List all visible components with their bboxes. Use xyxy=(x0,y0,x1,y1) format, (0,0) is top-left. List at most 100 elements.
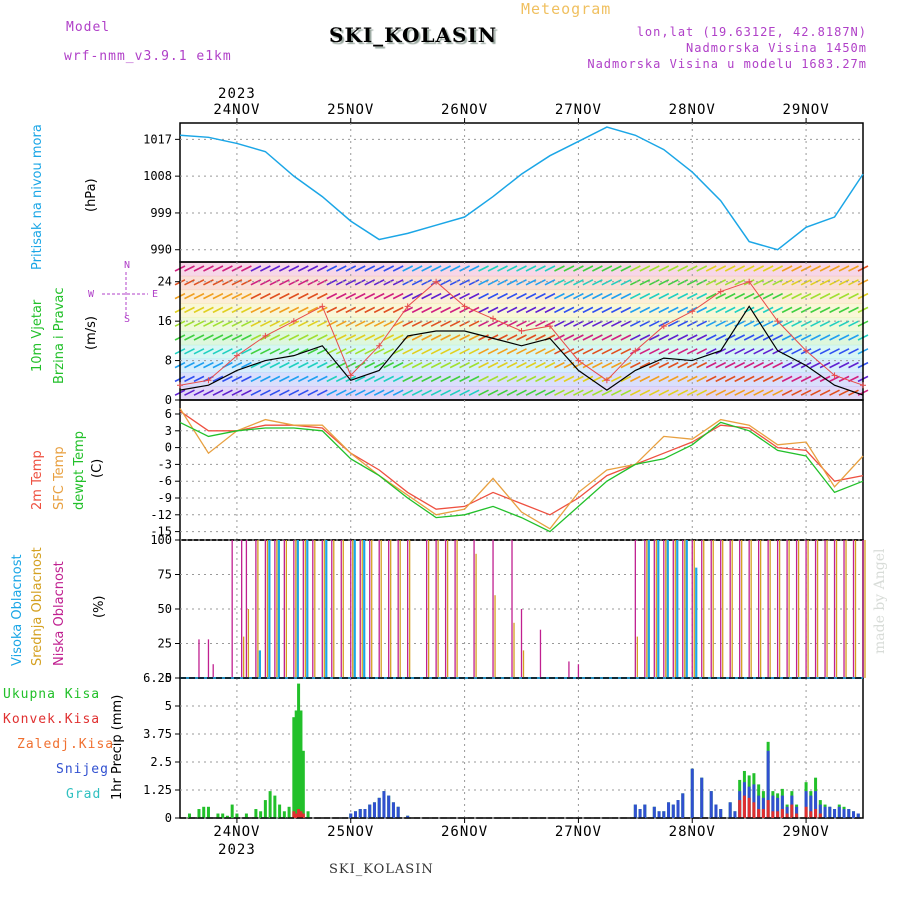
wind-barb xyxy=(762,265,774,272)
wind-barb xyxy=(184,334,195,341)
wind-barb xyxy=(440,292,451,300)
wind-barb xyxy=(772,389,783,396)
wind-barb xyxy=(535,348,546,355)
wind-barb xyxy=(838,348,850,355)
wind-barb xyxy=(800,292,812,300)
wind-barb xyxy=(544,279,556,286)
wind-barb xyxy=(535,320,546,327)
precip-bar xyxy=(766,750,770,818)
wind-barb xyxy=(402,279,414,286)
wind-barb xyxy=(611,334,622,341)
wind-barb xyxy=(686,389,698,396)
wind-barb xyxy=(506,361,518,369)
wind-barb xyxy=(411,375,423,383)
wind-barb xyxy=(648,375,660,383)
wind-barb xyxy=(212,306,224,314)
wind-barb xyxy=(838,265,850,272)
wind-barb xyxy=(449,361,461,369)
wind-barb xyxy=(468,265,480,272)
wind-barb xyxy=(316,375,328,383)
wind-barb xyxy=(639,361,651,369)
wind-barb xyxy=(373,292,385,300)
wind-barb xyxy=(345,279,357,286)
temp-line-2 xyxy=(179,421,864,533)
wind-barb xyxy=(307,306,319,314)
wind-barb xyxy=(449,279,461,286)
wind-barb xyxy=(392,334,404,341)
wind-barb xyxy=(677,320,689,327)
wind-barb xyxy=(487,306,499,314)
wind-barb xyxy=(478,320,489,327)
wind-barb xyxy=(411,348,423,355)
top-date-label: 26NOV xyxy=(441,102,488,118)
wind-barb xyxy=(677,306,689,314)
wind-barb xyxy=(288,334,300,341)
wind-barb xyxy=(326,375,338,383)
wind-barb xyxy=(762,389,774,396)
wind-barb xyxy=(724,279,736,286)
wind-barb xyxy=(278,320,290,327)
wind-barb xyxy=(203,320,214,327)
precip-bar xyxy=(368,804,372,818)
wind-barb xyxy=(791,361,802,369)
wind-barb xyxy=(696,279,708,286)
wind-barb xyxy=(345,389,357,396)
wind-barb xyxy=(269,320,281,327)
wind-barb xyxy=(364,265,376,272)
wind-barb xyxy=(781,279,793,286)
wind-barb xyxy=(449,306,461,314)
wind-barb xyxy=(516,389,527,396)
precip-bar xyxy=(216,813,220,818)
wind-barb xyxy=(611,279,622,286)
wind-barb xyxy=(241,306,252,314)
wind-gust-marker xyxy=(461,303,468,310)
wind-barb xyxy=(544,375,556,383)
wind-barb xyxy=(639,320,651,327)
wind-barb xyxy=(203,292,214,300)
wind-gust-marker xyxy=(575,357,582,364)
wind-barb xyxy=(800,279,812,286)
wind-barb xyxy=(838,389,850,396)
wind-barb xyxy=(810,361,821,369)
wind-barb xyxy=(554,361,565,369)
wind-rose-cross xyxy=(102,272,148,318)
wind-barb xyxy=(819,320,831,327)
wind-barb xyxy=(563,292,575,300)
wind-barb xyxy=(705,334,717,341)
wind-barb xyxy=(563,265,575,272)
wind-barb xyxy=(810,334,821,341)
wind-barb xyxy=(705,306,717,314)
wind-barb xyxy=(516,279,527,286)
wind-barb xyxy=(819,279,831,286)
precip-bar xyxy=(657,811,661,818)
wind-barb xyxy=(629,320,641,327)
wind-barb xyxy=(677,292,689,300)
wind-barb xyxy=(487,292,499,300)
wind-barb xyxy=(715,265,727,272)
wind-barb xyxy=(440,375,451,383)
wind-barb xyxy=(658,389,670,396)
wind-barb xyxy=(810,306,821,314)
wind-barb xyxy=(440,334,451,341)
wind-barb xyxy=(696,265,708,272)
precip-bar xyxy=(259,811,263,818)
wind-barb xyxy=(184,361,195,369)
wind-barb xyxy=(573,292,584,300)
wind-barb xyxy=(193,320,205,327)
wind-barb xyxy=(648,348,660,355)
wind-barb xyxy=(696,389,708,396)
wind-barb xyxy=(620,292,632,300)
wind-barb xyxy=(667,279,679,286)
wind-barb xyxy=(421,375,432,383)
wind-barb xyxy=(734,265,746,272)
wind-barb xyxy=(620,265,632,272)
wind-barb xyxy=(383,292,395,300)
wind-barb xyxy=(582,361,594,369)
precip-bar xyxy=(738,800,742,818)
wind-barb xyxy=(335,334,347,341)
wind-barb xyxy=(222,265,233,272)
wind-barb xyxy=(440,348,451,355)
wind-barb xyxy=(383,320,395,327)
footer-station: SKI_KOLASIN xyxy=(329,862,434,877)
wind-barb xyxy=(819,361,831,369)
